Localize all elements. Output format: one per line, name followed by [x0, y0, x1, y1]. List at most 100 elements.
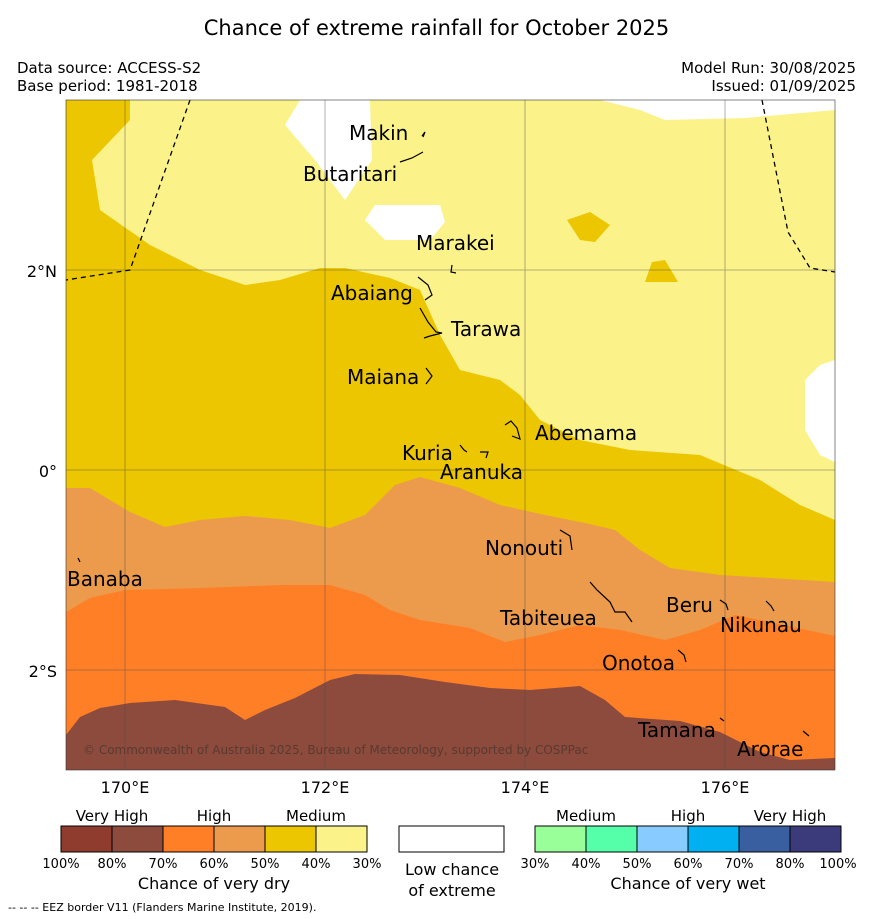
legend-wet-pct-50: 50%: [623, 857, 652, 872]
lon-tick-176e: 176°E: [701, 778, 750, 797]
label-abemama: Abemama: [535, 421, 637, 445]
label-arorae: Arorae: [737, 737, 803, 761]
island-beru-outline: [719, 599, 729, 611]
island-tamana-outline: [719, 717, 725, 722]
legend-dry-pct-40: 40%: [302, 857, 331, 872]
label-beru: Beru: [666, 593, 713, 617]
low-chance-patch-mid: [365, 205, 445, 240]
legend-wet-high: High: [671, 807, 705, 825]
low-chance-patch-ne: [600, 100, 835, 120]
legend-dry-high: High: [197, 807, 231, 825]
legend-low-swatch: [398, 825, 505, 853]
label-marakei: Marakei: [416, 231, 495, 255]
label-abaiang: Abaiang: [331, 281, 413, 305]
eez-border-east: [761, 100, 835, 273]
legend-wet-swatch-5: [738, 825, 791, 853]
island-arorae-outline: [802, 730, 810, 737]
label-tamana: Tamana: [637, 718, 716, 742]
legend-low-caption-2: of extreme: [408, 881, 495, 900]
label-aranuka: Aranuka: [440, 460, 523, 484]
legend-wet-pct-80: 80%: [776, 857, 805, 872]
legend-dry: Very High High Medium 100% 80% 70% 60% 5…: [42, 807, 381, 893]
label-tabiteuea: Tabiteuea: [499, 606, 597, 630]
island-onotoa-outline: [677, 649, 687, 663]
issued-text: Issued: 01/09/2025: [711, 77, 856, 95]
legend-low-chance: Low chance of extreme: [398, 825, 505, 900]
map-frame: [65, 99, 836, 771]
base-period-text: Base period: 1981-2018: [17, 77, 198, 95]
island-butaritari-outline: [399, 151, 424, 163]
island-nikunau-outline: [765, 600, 775, 612]
label-nonouti: Nonouti: [485, 536, 563, 560]
legend-dry-swatches: [60, 825, 368, 853]
legend-dry-pct-80: 80%: [98, 857, 127, 872]
legend-dry-medium: Medium: [286, 807, 346, 825]
island-banaba-outline: [77, 557, 81, 563]
legend-dry-swatch-1: [60, 825, 113, 853]
legend-wet-swatches: [534, 825, 842, 853]
label-onotoa: Onotoa: [602, 651, 675, 675]
island-kuria-outline: [459, 444, 468, 453]
low-chance-patch-east: [805, 360, 835, 462]
legend-dry-swatch-4: [213, 825, 266, 853]
label-nikunau: Nikunau: [720, 613, 802, 637]
lon-tick-174e: 174°E: [501, 778, 550, 797]
island-labels: Makin Butaritari Marakei Abaiang Tarawa …: [67, 121, 803, 761]
legend-dry-caption: Chance of very dry: [138, 874, 290, 893]
legend-wet-pct-30: 30%: [521, 857, 550, 872]
label-makin: Makin: [349, 121, 408, 145]
island-tabiteuea-outline: [589, 581, 633, 623]
legend-dry-pct-100: 100%: [42, 857, 79, 872]
legend-wet-swatch-4: [687, 825, 740, 853]
legend-wet-pct-60: 60%: [674, 857, 703, 872]
low-chance-patch-north: [285, 100, 372, 200]
island-abemama-outline: [504, 420, 521, 440]
legend-wet-caption: Chance of very wet: [610, 874, 765, 893]
band-dry-70-80: [66, 674, 835, 770]
island-marakei-outline: [450, 264, 457, 274]
legend-wet-pct-40: 40%: [572, 857, 601, 872]
eez-border: [66, 100, 835, 281]
label-maiana: Maiana: [347, 365, 419, 389]
model-run-text: Model Run: 30/08/2025: [681, 59, 856, 77]
legend-wet-swatch-3: [636, 825, 689, 853]
legend-wet-swatch-6: [789, 825, 842, 853]
legend-dry-pct-60: 60%: [200, 857, 229, 872]
island-outlines: [77, 131, 810, 737]
legend-wet-medium: Medium: [556, 807, 616, 825]
copyright-text: © Commonwealth of Australia 2025, Bureau…: [83, 743, 588, 757]
map-title: Chance of extreme rainfall for October 2…: [203, 16, 670, 40]
legend-wet-swatch-2: [585, 825, 638, 853]
island-aranuka-outline: [480, 451, 489, 459]
legend-low-caption-1: Low chance: [405, 860, 499, 879]
lat-tick-2n: 2°N: [27, 262, 57, 281]
label-tarawa: Tarawa: [450, 317, 521, 341]
label-banaba: Banaba: [67, 567, 143, 591]
eez-border-west: [66, 100, 191, 281]
patch-dry-40-50-b: [645, 260, 678, 282]
legend-dry-swatch-6: [315, 825, 368, 853]
lat-tick-0: 0°: [39, 462, 57, 481]
legend-dry-pct-30: 30%: [353, 857, 382, 872]
data-source-text: Data source: ACCESS-S2: [17, 59, 202, 77]
legend-dry-pct-70: 70%: [149, 857, 178, 872]
legend-wet-pct-70: 70%: [725, 857, 754, 872]
lon-tick-172e: 172°E: [301, 778, 350, 797]
label-kuria: Kuria: [402, 441, 453, 465]
map-fill-bands: [66, 100, 835, 770]
legend-wet-very-high: Very High: [754, 807, 827, 825]
legend-dry-swatch-2: [111, 825, 164, 853]
eez-footnote: -- -- -- EEZ border V11 (Flanders Marine…: [8, 901, 316, 914]
label-butaritari: Butaritari: [303, 162, 397, 186]
legend-dry-swatch-3: [162, 825, 215, 853]
lon-tick-170e: 170°E: [101, 778, 150, 797]
legend-dry-very-high: Very High: [76, 807, 149, 825]
legend-dry-swatch-5: [264, 825, 317, 853]
island-makin-outline: [421, 131, 426, 138]
island-tarawa-outline: [419, 307, 443, 339]
island-nonouti-outline: [559, 529, 573, 551]
island-maiana-outline: [425, 367, 433, 385]
legend-dry-pct-50: 50%: [251, 857, 280, 872]
patch-dry-40-50-a: [567, 212, 610, 242]
